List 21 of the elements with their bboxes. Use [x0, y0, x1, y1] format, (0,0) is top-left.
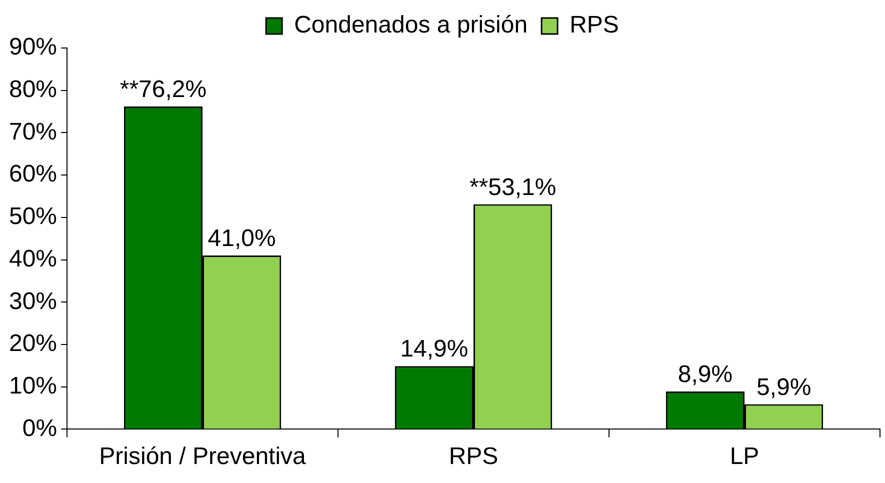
y-tick-label: 0% [22, 414, 58, 442]
x-tick-label: LP [730, 443, 760, 470]
data-label: **76,2% [120, 76, 207, 104]
y-tick-label: 10% [8, 372, 58, 400]
x-tick-label: Prisión / Preventiva [99, 443, 307, 470]
y-tick-label: 90% [8, 34, 58, 61]
y-tick-label: 60% [8, 160, 58, 188]
x-tick-label: RPS [448, 443, 498, 470]
y-tick-label: 70% [8, 118, 58, 146]
data-label: **53,1% [469, 174, 556, 201]
y-tick-label: 30% [8, 288, 58, 315]
data-label: 8,9% [678, 361, 733, 388]
data-label: 41,0% [208, 225, 276, 252]
y-tick-label: 50% [8, 203, 58, 230]
y-tick-label: 40% [8, 245, 58, 272]
legend-label: RPS [570, 12, 619, 39]
y-tick-label: 20% [8, 330, 58, 358]
data-label: 14,9% [400, 336, 468, 363]
data-label: 5,9% [756, 374, 812, 401]
legend-label: Condenados a prisión [294, 12, 528, 39]
y-tick-label: 80% [8, 76, 58, 103]
